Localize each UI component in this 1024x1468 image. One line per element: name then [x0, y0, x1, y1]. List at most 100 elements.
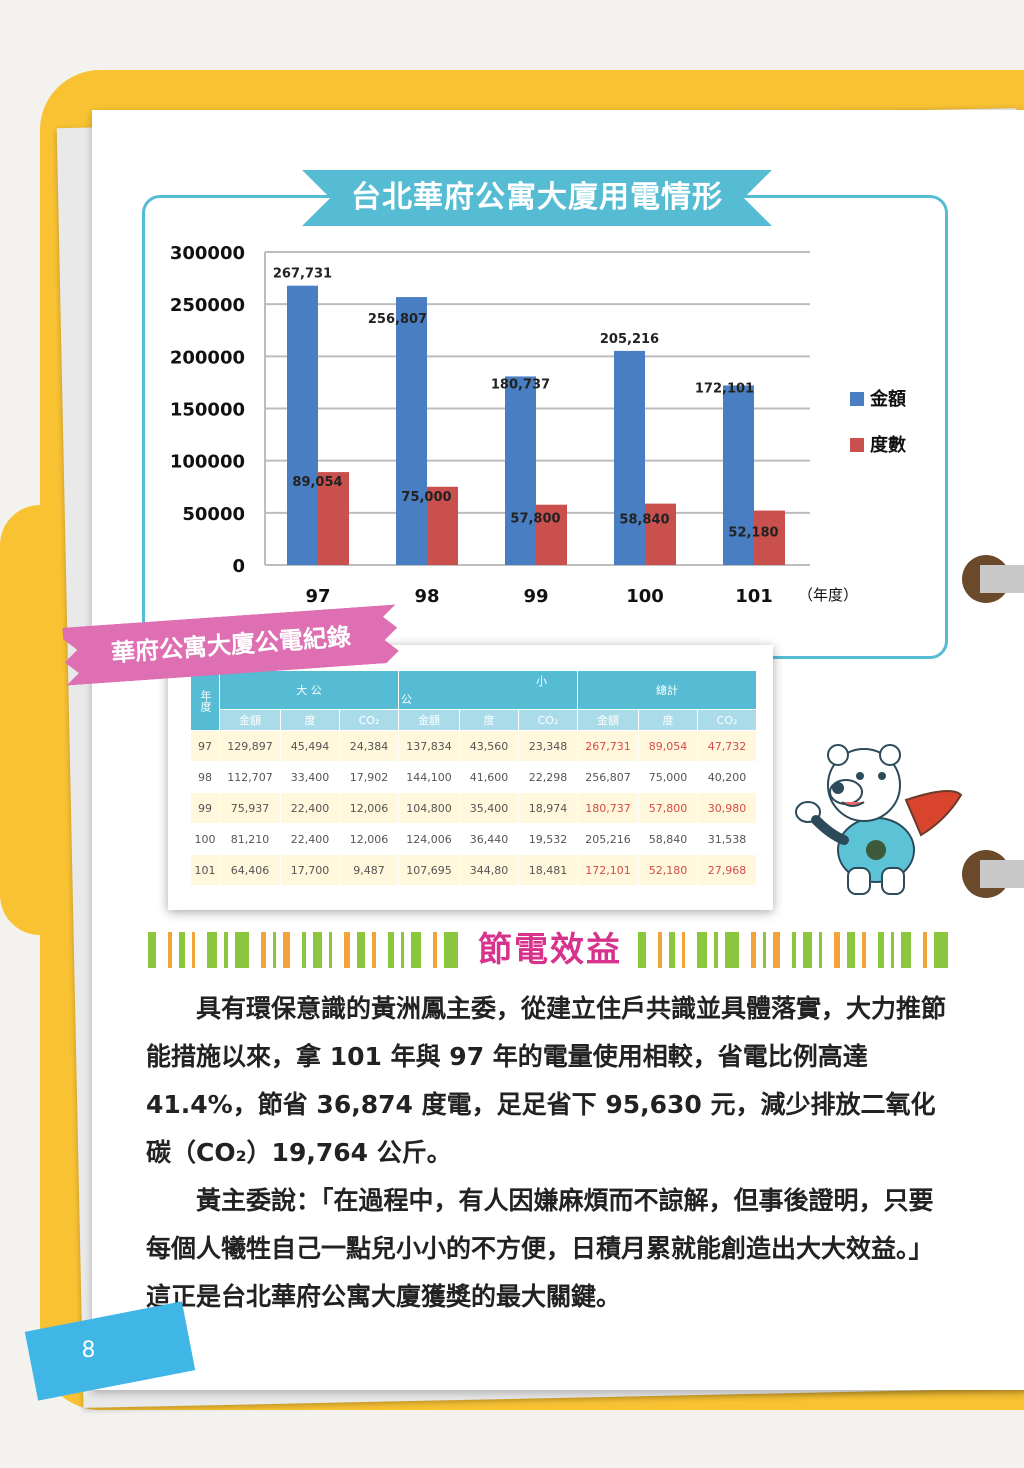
table-cell: 101 — [190, 854, 220, 886]
column-header: 度 — [459, 709, 519, 731]
table-row: 100 81,210 22,400 12,006 124,006 36,440 19,532… — [190, 823, 757, 855]
stripe — [819, 932, 822, 968]
stripe — [302, 932, 306, 968]
stripe — [444, 932, 458, 968]
stripe — [207, 932, 217, 968]
table-cell: 180,737 — [577, 792, 639, 824]
table-cell: 344,80 — [459, 854, 519, 886]
table-cell: 256,807 — [577, 761, 639, 793]
table-cell: 75,000 — [638, 761, 698, 793]
stripe — [168, 932, 172, 968]
data-label: 267,731 — [273, 267, 332, 282]
stripe — [372, 932, 376, 968]
table-cell: 19,532 — [518, 823, 578, 855]
stripe-decoration-right — [638, 932, 948, 968]
paragraph: 黃主委說：「在過程中，有人因嫌麻煩而不諒解，但事後證明，只要每個人犧牲自己一點兒… — [146, 1186, 934, 1311]
table-cell: 17,902 — [339, 761, 399, 793]
table-cell: 31,538 — [697, 823, 757, 855]
section-heading: 節電效益 — [148, 922, 948, 972]
y-tick-label: 0 — [232, 556, 245, 577]
legend-swatch — [850, 438, 864, 452]
binder-ring-icon — [962, 555, 1024, 603]
x-tick-label: 101 — [735, 586, 773, 607]
stripe — [773, 932, 780, 968]
binder-ring-icon — [962, 850, 1024, 898]
bar-度數-97 — [318, 472, 349, 565]
table-cell: 12,006 — [339, 823, 399, 855]
stripe — [834, 932, 840, 968]
table-cell: 112,707 — [219, 761, 281, 793]
column-header: CO₂ — [339, 709, 399, 731]
body-text: 具有環保意識的黃洲鳳主委，從建立住戶共識並具體落實，大力推節能措施以來，拿 10… — [146, 985, 946, 1321]
group-header-large: 大 公 — [219, 670, 399, 710]
table-cell: 58,840 — [638, 823, 698, 855]
group-header-total: 總計 — [577, 670, 757, 710]
stripe — [273, 932, 276, 968]
column-header: 度 — [280, 709, 340, 731]
data-label: 57,800 — [510, 512, 560, 527]
table-cell: 81,210 — [219, 823, 281, 855]
table-cell: 41,600 — [459, 761, 519, 793]
group-header-small-left: 公 — [401, 693, 412, 706]
polar-bear-mascot-icon — [795, 744, 963, 895]
stripe — [235, 932, 249, 968]
column-header: 金額 — [219, 709, 281, 731]
table-cell: 172,101 — [577, 854, 639, 886]
table-cell: 57,800 — [638, 792, 698, 824]
table-cell: 129,897 — [219, 730, 281, 762]
stripe — [934, 932, 948, 968]
column-header: CO₂ — [697, 709, 757, 731]
table-cell: 124,006 — [398, 823, 460, 855]
bar-金額-101 — [723, 385, 754, 565]
table-cell: 89,054 — [638, 730, 698, 762]
table-cell: 45,494 — [280, 730, 340, 762]
data-label: 52,180 — [728, 526, 778, 541]
data-label: 205,216 — [600, 332, 659, 347]
stripe — [313, 932, 322, 968]
table-cell: 104,800 — [398, 792, 460, 824]
x-tick-label: 97 — [305, 586, 330, 607]
column-header: CO₂ — [518, 709, 578, 731]
x-tick-label: 99 — [523, 586, 548, 607]
table-cell: 205,216 — [577, 823, 639, 855]
year-header: 年度 — [190, 670, 220, 731]
table-cell: 18,481 — [518, 854, 578, 886]
legend-swatch — [850, 392, 864, 406]
stripe — [179, 932, 185, 968]
table-row: 101 64,406 17,700 9,487 107,695 344,80 18,481 1… — [190, 854, 757, 886]
stripe — [148, 932, 156, 968]
y-tick-label: 250000 — [170, 295, 245, 316]
stripe — [357, 932, 365, 968]
table-cell: 9,487 — [339, 854, 399, 886]
bar-金額-100 — [614, 350, 645, 565]
table-cell: 40,200 — [697, 761, 757, 793]
y-tick-label: 50000 — [182, 504, 245, 525]
table-cell: 100 — [190, 823, 220, 855]
power-record-table: 年度 大 公 公小 總計 金額度 CO₂ 金額度 CO₂ 金額度 CO₂ 97 129,89… — [190, 670, 757, 886]
table-cell: 24,384 — [339, 730, 399, 762]
stripe — [344, 932, 350, 968]
x-tick-label: 100 — [626, 586, 664, 607]
table-cell: 36,440 — [459, 823, 519, 855]
stripe — [433, 932, 437, 968]
data-label: 180,737 — [491, 377, 550, 392]
data-label: 58,840 — [619, 513, 669, 528]
stripe — [669, 932, 675, 968]
table-cell: 18,974 — [518, 792, 578, 824]
table-cell: 267,731 — [577, 730, 639, 762]
table-cell: 30,980 — [697, 792, 757, 824]
stripe — [714, 932, 718, 968]
stripe — [891, 932, 894, 968]
paragraph: 具有環保意識的黃洲鳳主委，從建立住戶共識並具體落實，大力推節能措施以來，拿 10… — [146, 994, 947, 1167]
page-number: 8 — [81, 1338, 96, 1364]
column-header: 金額 — [577, 709, 639, 731]
stripe — [682, 932, 685, 968]
power-record-table-card: 年度 大 公 公小 總計 金額度 CO₂ 金額度 CO₂ 金額度 CO₂ 97 129,89… — [168, 645, 773, 910]
table-cell: 22,298 — [518, 761, 578, 793]
stripe — [658, 932, 662, 968]
bar-度數-99 — [536, 504, 567, 565]
group-header-small: 公小 — [398, 670, 578, 710]
table-row: 97 129,897 45,494 24,384 137,834 43,560 23,348… — [190, 730, 757, 762]
table-cell: 43,560 — [459, 730, 519, 762]
legend-label: 度數 — [870, 434, 906, 456]
